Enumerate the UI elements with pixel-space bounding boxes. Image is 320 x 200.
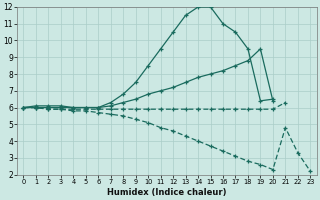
X-axis label: Humidex (Indice chaleur): Humidex (Indice chaleur) — [107, 188, 227, 197]
